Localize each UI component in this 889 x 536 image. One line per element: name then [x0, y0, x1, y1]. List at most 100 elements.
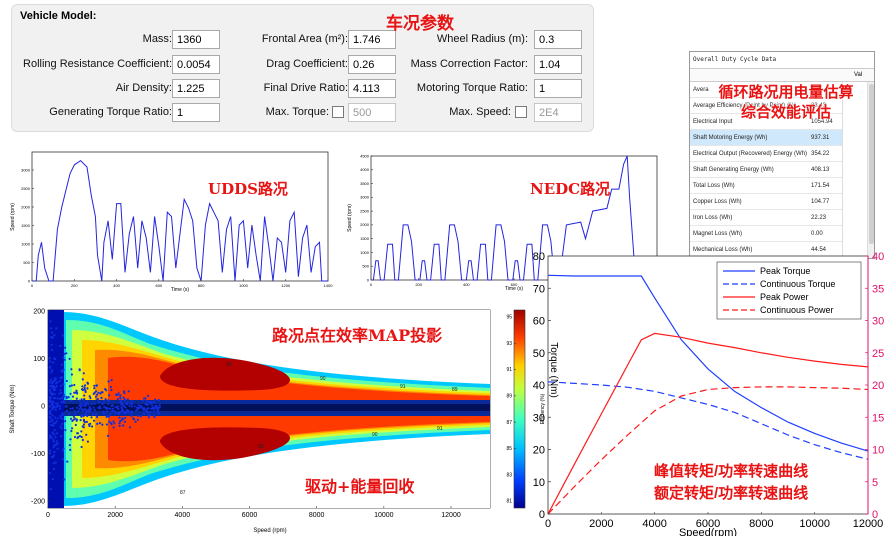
operating-point [71, 395, 75, 398]
duty-cycle-row[interactable]: Copper Loss (Wh) 104.77 [690, 194, 842, 210]
tick-label: 40 [533, 380, 545, 392]
operating-point [123, 399, 126, 402]
frontal-area-field[interactable]: 1.746 [348, 30, 396, 49]
tick-label: 2000 [107, 512, 123, 519]
motoring-torque-ratio-field[interactable]: 1 [534, 79, 582, 98]
operating-point [49, 320, 52, 323]
operating-point [95, 415, 99, 419]
max-speed-checkbox[interactable] [515, 106, 527, 118]
max-speed-field[interactable]: 2E4 [534, 103, 582, 122]
operating-point [107, 399, 110, 402]
duty-cycle-row[interactable]: Magnet Loss (Wh) 0.00 [690, 226, 842, 242]
drag-coefficient-field[interactable]: 0.26 [348, 55, 396, 74]
duty-cycle-row[interactable]: Average Efficiency (Point by Point) (%) 8… [690, 98, 842, 114]
operating-point [60, 427, 63, 430]
tick-label: 12000 [441, 512, 461, 519]
map-x-label: Speed (rpm) [253, 528, 286, 534]
duty-cycle-row[interactable]: Shaft Motoring Energy (Wh) 937.31 [690, 130, 842, 146]
duty-cycle-row[interactable]: Iron Loss (Wh) 22.23 [690, 210, 842, 226]
legend-entry: Peak Torque [760, 266, 810, 276]
operating-point [109, 422, 113, 425]
tick-label: 4000 [360, 167, 370, 172]
operating-point [122, 424, 125, 427]
operating-point [75, 389, 78, 392]
operating-point [86, 414, 89, 418]
operating-point [82, 372, 85, 375]
operating-point [123, 420, 127, 423]
operating-point [98, 405, 101, 408]
operating-point [110, 379, 113, 382]
wheel-radius-field[interactable]: 0.3 [534, 30, 582, 49]
operating-point [130, 410, 133, 413]
duty-cycle-row[interactable]: Total Loss (Wh) 171.54 [690, 178, 842, 194]
operating-point [158, 406, 161, 409]
operating-point [68, 357, 71, 360]
operating-point [81, 385, 84, 388]
operating-point [72, 415, 75, 418]
operating-point [85, 410, 88, 413]
operating-point [56, 432, 59, 435]
operating-point [146, 407, 149, 410]
operating-point [153, 401, 156, 404]
series-line [547, 274, 869, 452]
duty-cycle-row[interactable]: Electrical Output (Recovered) Energy (Wh… [690, 146, 842, 162]
udds-y-ticks: 0 500 1000 1500 2000 2500 3000 [21, 167, 34, 283]
duty-cycle-row[interactable]: Electrical Input 1054.94 [690, 114, 842, 130]
air-density-field[interactable]: 1.225 [172, 79, 220, 98]
operating-point [94, 395, 98, 398]
curves-right-y-ticks: 0 5 10 15 20 25 30 35 40 [865, 251, 884, 521]
operating-point [67, 396, 70, 399]
operating-point [80, 413, 83, 416]
operating-point [60, 400, 63, 404]
operating-point [81, 388, 84, 392]
scrollbar-thumb[interactable] [869, 84, 874, 244]
tick-label: 10000 [799, 518, 830, 530]
generating-torque-ratio-field[interactable]: 1 [172, 103, 220, 122]
operating-point [104, 398, 107, 401]
contour-label: 93 [226, 362, 232, 368]
operating-point [51, 431, 54, 434]
operating-point [68, 413, 71, 416]
duty-cycle-row[interactable]: Shaft Generating Energy (Wh) 408.13 [690, 162, 842, 178]
operating-point [151, 404, 154, 407]
operating-point [130, 414, 133, 417]
udds-x-label: Time (s) [171, 287, 189, 293]
operating-point [80, 415, 83, 418]
mass-field[interactable]: 1360 [172, 30, 220, 49]
tick-label: 0 [367, 277, 370, 282]
operating-point [79, 406, 82, 409]
operating-point [103, 400, 106, 403]
operating-point [97, 391, 100, 394]
operating-point [60, 363, 63, 366]
operating-point [79, 419, 82, 422]
udds-axes-box [31, 151, 329, 282]
operating-point [55, 420, 58, 423]
operating-point [49, 412, 52, 415]
operating-point [158, 404, 161, 407]
operating-point [126, 401, 129, 404]
curves-x-ticks: 0 2000 4000 6000 8000 10000 12000 [545, 512, 883, 530]
operating-point [131, 402, 134, 405]
operating-point [107, 402, 110, 405]
mass-correction-field[interactable]: 1.04 [534, 55, 582, 74]
operating-point [51, 336, 54, 339]
operating-point [65, 397, 68, 400]
map-operating-points [48, 320, 161, 491]
drag-coefficient-label: Drag Coefficient: [266, 58, 348, 70]
duty-cycle-scrollbar[interactable] [867, 82, 874, 258]
operating-point [66, 460, 69, 463]
max-torque-checkbox[interactable] [332, 106, 344, 118]
operating-point [49, 424, 53, 427]
operating-point [120, 419, 123, 422]
tick-label: 0 [872, 509, 878, 521]
max-torque-field[interactable]: 500 [348, 103, 396, 122]
rolling-resistance-field[interactable]: 0.0054 [172, 55, 220, 74]
operating-point [55, 385, 59, 388]
operating-point [95, 384, 98, 387]
final-drive-ratio-field[interactable]: 4.113 [348, 79, 396, 98]
operating-point [61, 449, 64, 452]
operating-point [89, 422, 92, 425]
duty-row-name: Electrical Output (Recovered) Energy (Wh… [693, 151, 808, 157]
operating-point [120, 403, 123, 406]
curves-left-y-ticks: 0 10 20 30 40 50 60 70 80 [533, 251, 551, 521]
